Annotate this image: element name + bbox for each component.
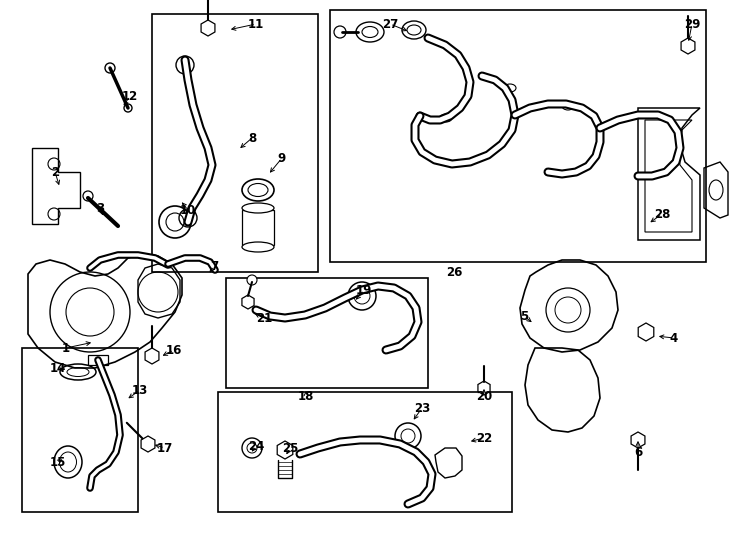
Ellipse shape [402, 21, 426, 39]
Text: 12: 12 [122, 90, 138, 103]
Text: 28: 28 [654, 207, 670, 220]
Text: 15: 15 [50, 456, 66, 469]
Text: 10: 10 [180, 204, 196, 217]
Bar [22, 348, 138, 512]
Text: 22: 22 [476, 431, 492, 444]
Text: 3: 3 [96, 201, 104, 214]
Circle shape [176, 56, 194, 74]
Polygon shape [277, 441, 293, 459]
Polygon shape [242, 295, 254, 309]
Text: 21: 21 [256, 312, 272, 325]
Text: 18: 18 [298, 389, 314, 402]
Bar [226, 278, 428, 388]
Text: 20: 20 [476, 389, 492, 402]
Text: 27: 27 [382, 17, 398, 30]
Polygon shape [201, 20, 215, 36]
Polygon shape [681, 38, 695, 54]
Circle shape [83, 191, 93, 201]
Text: 4: 4 [670, 332, 678, 345]
Ellipse shape [440, 114, 452, 122]
Circle shape [105, 63, 115, 73]
Text: 26: 26 [446, 266, 462, 279]
Text: 23: 23 [414, 402, 430, 415]
Text: 1: 1 [62, 341, 70, 354]
Ellipse shape [242, 242, 274, 252]
Circle shape [179, 209, 197, 227]
Text: 11: 11 [248, 17, 264, 30]
Text: 13: 13 [132, 383, 148, 396]
Text: 16: 16 [166, 343, 182, 356]
Text: 7: 7 [210, 260, 218, 273]
Circle shape [247, 275, 257, 285]
Circle shape [334, 26, 346, 38]
Circle shape [124, 104, 132, 112]
Text: 24: 24 [248, 440, 264, 453]
Text: 9: 9 [278, 152, 286, 165]
Polygon shape [638, 323, 654, 341]
Text: 19: 19 [356, 284, 372, 296]
Text: 29: 29 [684, 17, 700, 30]
Text: 2: 2 [51, 165, 59, 179]
Polygon shape [145, 348, 159, 364]
Text: 6: 6 [634, 446, 642, 458]
Text: 17: 17 [157, 442, 173, 455]
Ellipse shape [356, 22, 384, 42]
Polygon shape [242, 210, 274, 245]
Polygon shape [631, 432, 645, 448]
Polygon shape [478, 381, 490, 395]
Bar [152, 14, 318, 272]
Text: 25: 25 [282, 442, 298, 455]
Ellipse shape [562, 102, 574, 110]
Bar [330, 10, 706, 262]
Text: 8: 8 [248, 132, 256, 145]
Text: 14: 14 [50, 361, 66, 375]
Ellipse shape [504, 84, 516, 92]
Polygon shape [141, 436, 155, 452]
Text: 5: 5 [520, 309, 528, 322]
Ellipse shape [242, 203, 274, 213]
Bar [218, 392, 512, 512]
